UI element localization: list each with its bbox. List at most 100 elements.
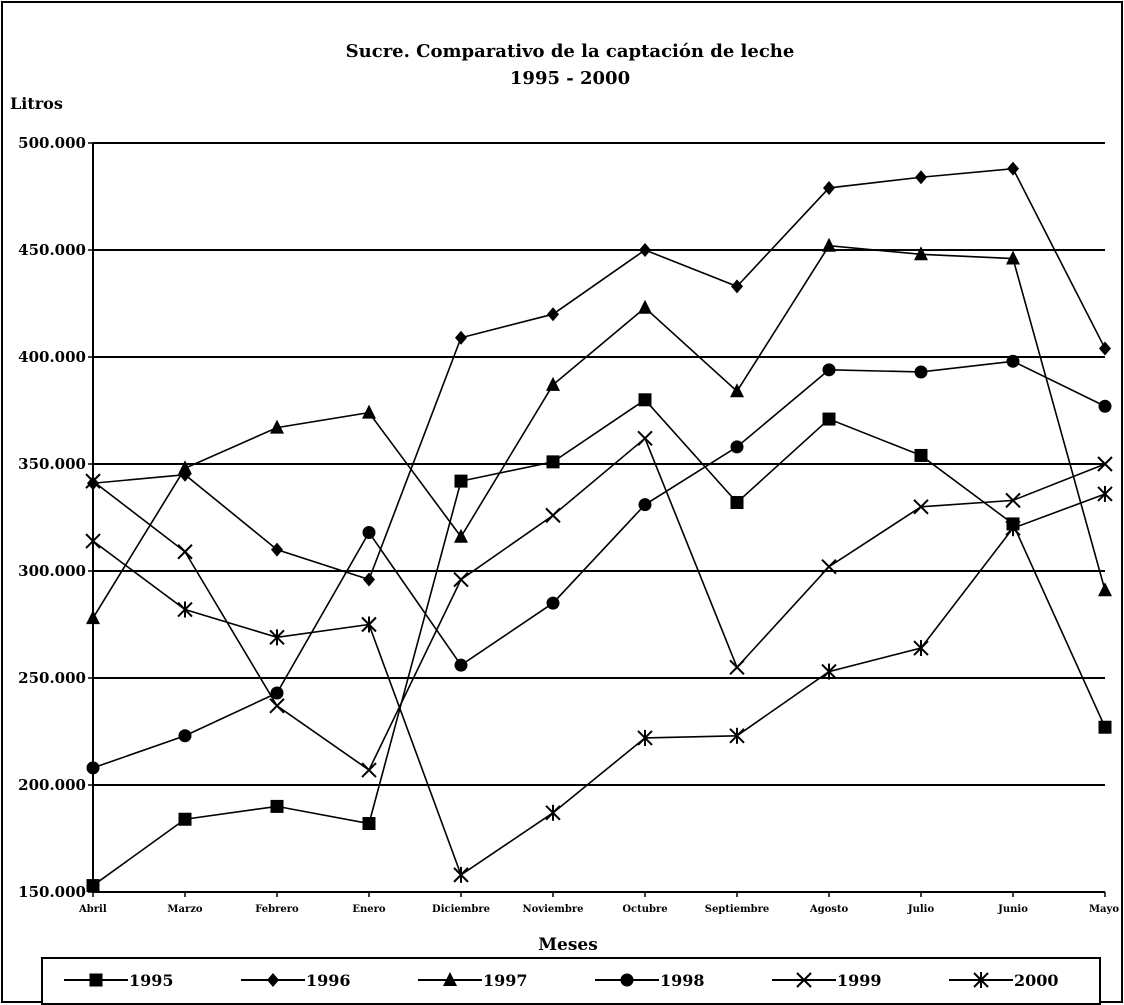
data-point bbox=[729, 659, 745, 676]
y-tick-labels: 150.000 200.000 250.000 300.000 350.000 400.0… bbox=[18, 134, 86, 901]
data-point bbox=[1098, 582, 1112, 597]
data-point bbox=[454, 474, 468, 488]
series-line-1996 bbox=[92, 167, 1106, 581]
data-point bbox=[270, 686, 284, 700]
data-point bbox=[914, 448, 928, 462]
legend-item-1997: 1997 bbox=[418, 971, 528, 990]
data-point bbox=[270, 419, 284, 434]
data-point bbox=[638, 498, 652, 512]
y-tick-label: 450.000 bbox=[18, 241, 86, 259]
data-point bbox=[363, 572, 375, 587]
legend-items: 1995 1996 1997 1998 1999 2000 bbox=[64, 971, 1059, 990]
data-point bbox=[1007, 161, 1019, 176]
data-point bbox=[639, 243, 651, 257]
data-point bbox=[178, 729, 192, 743]
data-point bbox=[915, 170, 927, 185]
data-point bbox=[822, 237, 836, 252]
data-point bbox=[637, 430, 653, 447]
series-line-1997 bbox=[92, 244, 1106, 619]
data-point bbox=[178, 460, 192, 475]
data-point bbox=[362, 525, 376, 539]
y-tick-label: 300.000 bbox=[18, 562, 86, 580]
data-point bbox=[454, 528, 468, 543]
legend-marker bbox=[267, 973, 279, 987]
data-point bbox=[913, 640, 929, 657]
data-point bbox=[87, 476, 99, 491]
data-point bbox=[86, 761, 100, 775]
y-tick-label: 500.000 bbox=[18, 134, 86, 152]
legend-item-1996: 1996 bbox=[241, 971, 351, 990]
data-point bbox=[1006, 354, 1020, 368]
data-point bbox=[546, 596, 560, 610]
data-point bbox=[453, 571, 469, 588]
legend-label: 1999 bbox=[837, 971, 882, 990]
x-tick-label: Agosto bbox=[809, 904, 849, 915]
data-point bbox=[178, 812, 192, 826]
data-point bbox=[271, 542, 283, 557]
data-point bbox=[731, 279, 743, 294]
data-point bbox=[730, 440, 744, 454]
data-point bbox=[638, 393, 652, 407]
data-point bbox=[270, 799, 284, 813]
data-point bbox=[361, 762, 377, 778]
series-line-2000 bbox=[92, 493, 1106, 877]
data-point bbox=[1097, 485, 1113, 502]
data-point bbox=[362, 404, 376, 419]
series-line-1999 bbox=[92, 436, 1106, 772]
y-tick-label: 400.000 bbox=[18, 348, 86, 366]
data-point bbox=[362, 817, 376, 831]
data-point bbox=[730, 383, 744, 398]
data-point bbox=[1006, 250, 1020, 265]
data-point bbox=[361, 616, 377, 633]
series-line-1998 bbox=[92, 360, 1106, 769]
y-tick-label: 150.000 bbox=[18, 883, 86, 901]
x-tick-label: Septiembre bbox=[705, 904, 770, 915]
legend-item-1999: 1999 bbox=[772, 971, 882, 990]
data-point bbox=[547, 307, 559, 322]
y-axis-label: Litros bbox=[10, 94, 63, 113]
x-tick-labels: Abril Marzo Febrero Enero Diciembre Noviembre… bbox=[78, 904, 1119, 915]
data-point bbox=[1097, 456, 1113, 472]
x-tick-label: Marzo bbox=[167, 904, 202, 915]
data-point bbox=[822, 363, 836, 377]
data-point bbox=[729, 727, 745, 744]
legend-label: 1998 bbox=[660, 971, 705, 990]
legend-marker bbox=[796, 972, 812, 988]
legend-label: 1995 bbox=[129, 971, 174, 990]
data-point bbox=[546, 376, 560, 391]
legend-marker bbox=[89, 973, 103, 987]
data-point bbox=[823, 180, 835, 195]
legend-marker bbox=[973, 972, 989, 988]
legend-item-2000: 2000 bbox=[949, 971, 1059, 990]
series-1996 bbox=[87, 161, 1111, 587]
data-point bbox=[822, 412, 836, 426]
data-point bbox=[546, 455, 560, 469]
chart-subtitle: 1995 - 2000 bbox=[510, 68, 630, 89]
x-tick-label: Abril bbox=[78, 904, 107, 915]
series-lines bbox=[85, 161, 1113, 893]
data-point bbox=[85, 473, 101, 489]
data-point bbox=[638, 299, 652, 314]
x-tick-label: Junio bbox=[997, 904, 1028, 915]
data-point bbox=[1098, 720, 1112, 734]
data-point bbox=[821, 559, 837, 575]
legend-label: 1996 bbox=[306, 971, 351, 990]
data-point bbox=[914, 365, 928, 379]
series-1999 bbox=[85, 430, 1113, 778]
x-tick-label: Julio bbox=[907, 904, 935, 915]
series-line-1995 bbox=[92, 398, 1106, 887]
x-tick-label: Mayo bbox=[1089, 904, 1119, 915]
data-point bbox=[177, 601, 193, 618]
x-tick-label: Octubre bbox=[622, 904, 667, 915]
data-point bbox=[637, 729, 653, 746]
data-point bbox=[1005, 520, 1021, 537]
data-point bbox=[177, 544, 193, 560]
data-point bbox=[1005, 492, 1021, 509]
data-point bbox=[85, 533, 101, 550]
data-point bbox=[454, 658, 468, 672]
data-point bbox=[453, 866, 469, 883]
data-point bbox=[730, 496, 744, 510]
y-tick-label: 250.000 bbox=[18, 669, 86, 687]
